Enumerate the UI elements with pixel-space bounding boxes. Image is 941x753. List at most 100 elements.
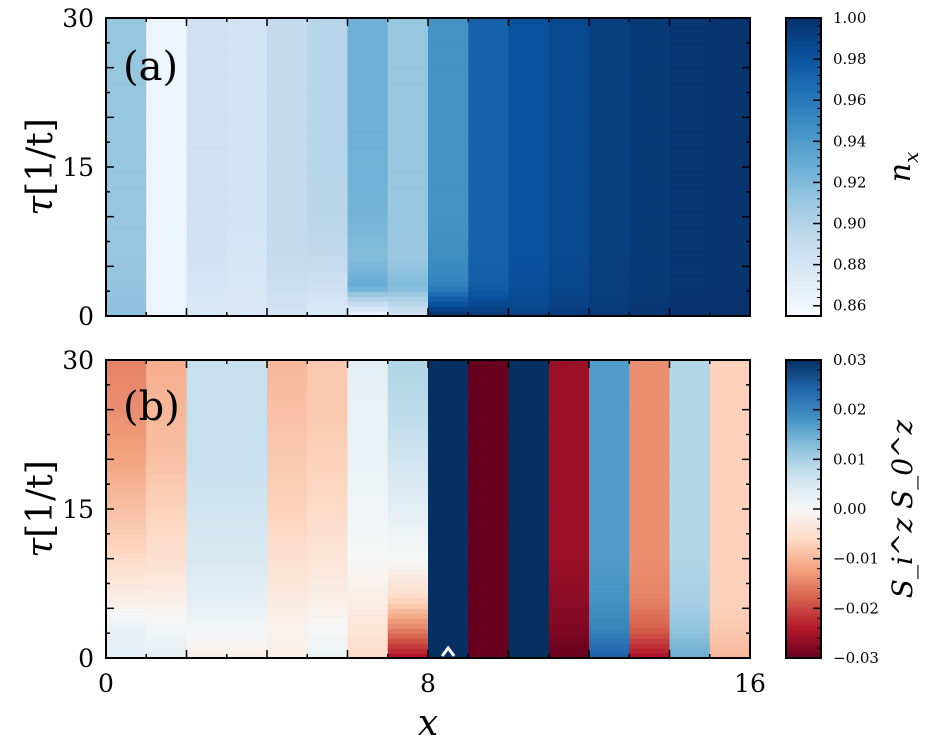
heatmap-cell — [307, 186, 349, 193]
heatmap-cell — [347, 301, 389, 307]
heatmap-cell — [508, 484, 550, 490]
heatmap-cell — [468, 603, 510, 609]
heatmap-cell — [548, 97, 590, 104]
heatmap-cell — [267, 474, 308, 480]
heatmap-cell — [669, 528, 711, 535]
heatmap-cell — [106, 196, 147, 203]
heatmap-cell — [146, 37, 188, 44]
heatmap-cell — [267, 137, 308, 143]
heatmap-cell — [106, 608, 147, 614]
heatmap-cell — [508, 112, 550, 118]
heatmap-cell — [428, 484, 469, 490]
heatmap-cell — [428, 643, 469, 649]
heatmap-cell — [468, 543, 510, 550]
heatmap-cell — [347, 18, 389, 24]
heatmap-cell — [589, 429, 630, 436]
heatmap-cell — [468, 32, 510, 39]
heatmap-cell — [146, 241, 188, 248]
colorbar-tick-label: 0.03 — [833, 351, 866, 369]
heatmap-cell — [548, 369, 590, 376]
heatmap-cell — [629, 399, 671, 406]
heatmap-cell — [468, 226, 510, 233]
heatmap-cell — [589, 424, 630, 431]
heatmap-cell — [186, 523, 228, 530]
heatmap-cell — [387, 598, 429, 604]
heatmap-cell — [629, 261, 671, 267]
heatmap-cell — [186, 379, 228, 386]
heatmap-cell — [347, 122, 389, 128]
heatmap-cell — [106, 256, 147, 262]
heatmap-cell — [669, 459, 711, 465]
heatmap-cell — [186, 643, 228, 649]
heatmap-cell — [709, 444, 751, 450]
heatmap-cell — [226, 424, 268, 431]
heatmap-cell — [709, 528, 751, 535]
heatmap-cell — [267, 201, 308, 208]
heatmap-cell — [709, 37, 751, 44]
heatmap-cell — [267, 162, 308, 168]
heatmap-cell — [226, 469, 268, 475]
heatmap-cell — [267, 211, 308, 218]
heatmap-cell — [709, 271, 751, 277]
heatmap-cell — [548, 186, 590, 193]
heatmap-cell — [146, 181, 188, 188]
heatmap-cell — [146, 47, 188, 54]
heatmap-cell — [589, 360, 630, 366]
heatmap-cell — [146, 424, 188, 431]
heatmap-cell — [669, 226, 711, 233]
heatmap-cell — [589, 379, 630, 386]
heatmap-cell — [307, 474, 349, 480]
heatmap-cell — [669, 251, 711, 257]
heatmap-cell — [468, 538, 510, 545]
heatmap-cell — [347, 137, 389, 143]
heatmap-cell — [508, 449, 550, 455]
heatmap-cell — [387, 102, 429, 108]
heatmap-cell — [186, 97, 228, 104]
heatmap-cell — [146, 77, 188, 84]
heatmap-cell — [146, 364, 188, 371]
heatmap-cell — [508, 251, 550, 257]
heatmap-cell — [307, 648, 349, 654]
heatmap-cell — [589, 221, 630, 228]
heatmap-cell — [589, 459, 630, 465]
heatmap-cell — [387, 87, 429, 94]
heatmap-cell — [629, 379, 671, 386]
heatmap-cell — [589, 256, 630, 262]
heatmap-cell — [709, 147, 751, 153]
heatmap-cell — [589, 107, 630, 113]
heatmap-cell — [146, 464, 188, 470]
heatmap-cell — [146, 132, 188, 138]
heatmap-cell — [226, 27, 268, 34]
heatmap-cell — [669, 18, 711, 24]
heatmap-cell — [387, 563, 429, 570]
heatmap-cell — [589, 22, 630, 29]
heatmap-cell — [347, 236, 389, 243]
heatmap-cell — [307, 97, 349, 104]
heatmap-cell — [508, 236, 550, 243]
heatmap-cell — [629, 444, 671, 450]
heatmap-cell — [307, 518, 349, 525]
heatmap-cell — [106, 379, 147, 386]
heatmap-cell — [226, 62, 268, 69]
y-tick-label: 0 — [78, 644, 94, 673]
heatmap-cell — [468, 384, 510, 391]
heatmap-cell — [267, 449, 308, 455]
heatmap-cell — [548, 653, 590, 659]
heatmap-cell — [307, 82, 349, 89]
heatmap-cell — [548, 469, 590, 475]
heatmap-cell — [307, 459, 349, 465]
heatmap-cell — [428, 434, 469, 441]
heatmap-cell — [548, 301, 590, 307]
heatmap-cell — [589, 633, 630, 639]
heatmap-cell — [548, 454, 590, 460]
heatmap-cell — [508, 414, 550, 421]
heatmap-cell — [508, 573, 550, 580]
heatmap-cell — [387, 196, 429, 203]
heatmap-cell — [226, 236, 268, 243]
heatmap-cell — [387, 419, 429, 426]
heatmap-cell — [267, 142, 308, 148]
panel-label-a: (a) — [123, 44, 178, 90]
heatmap-cell — [146, 563, 188, 570]
heatmap-cell — [548, 583, 590, 590]
